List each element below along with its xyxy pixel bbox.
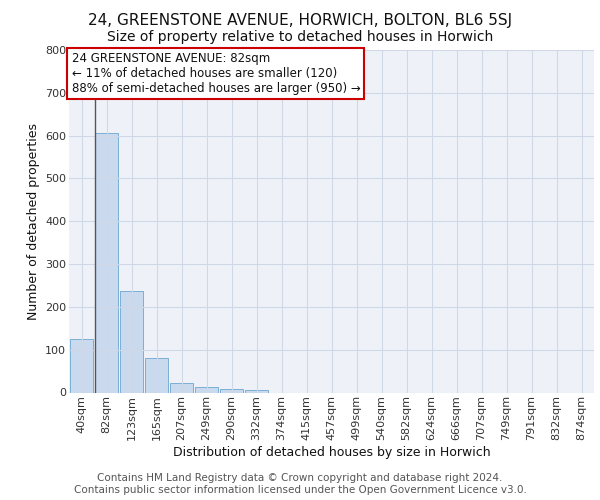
Bar bbox=[95, 134, 118, 392]
Bar bbox=[70, 339, 93, 392]
Bar bbox=[245, 390, 268, 392]
Bar bbox=[195, 387, 218, 392]
Text: Contains HM Land Registry data © Crown copyright and database right 2024.
Contai: Contains HM Land Registry data © Crown c… bbox=[74, 474, 526, 495]
Y-axis label: Number of detached properties: Number of detached properties bbox=[26, 122, 40, 320]
Text: 24, GREENSTONE AVENUE, HORWICH, BOLTON, BL6 5SJ: 24, GREENSTONE AVENUE, HORWICH, BOLTON, … bbox=[88, 12, 512, 28]
Bar bbox=[145, 358, 168, 392]
Bar bbox=[170, 382, 193, 392]
Text: Size of property relative to detached houses in Horwich: Size of property relative to detached ho… bbox=[107, 30, 493, 44]
X-axis label: Distribution of detached houses by size in Horwich: Distribution of detached houses by size … bbox=[173, 446, 490, 459]
Text: 24 GREENSTONE AVENUE: 82sqm
← 11% of detached houses are smaller (120)
88% of se: 24 GREENSTONE AVENUE: 82sqm ← 11% of det… bbox=[71, 52, 360, 95]
Bar bbox=[120, 290, 143, 392]
Bar bbox=[220, 389, 243, 392]
